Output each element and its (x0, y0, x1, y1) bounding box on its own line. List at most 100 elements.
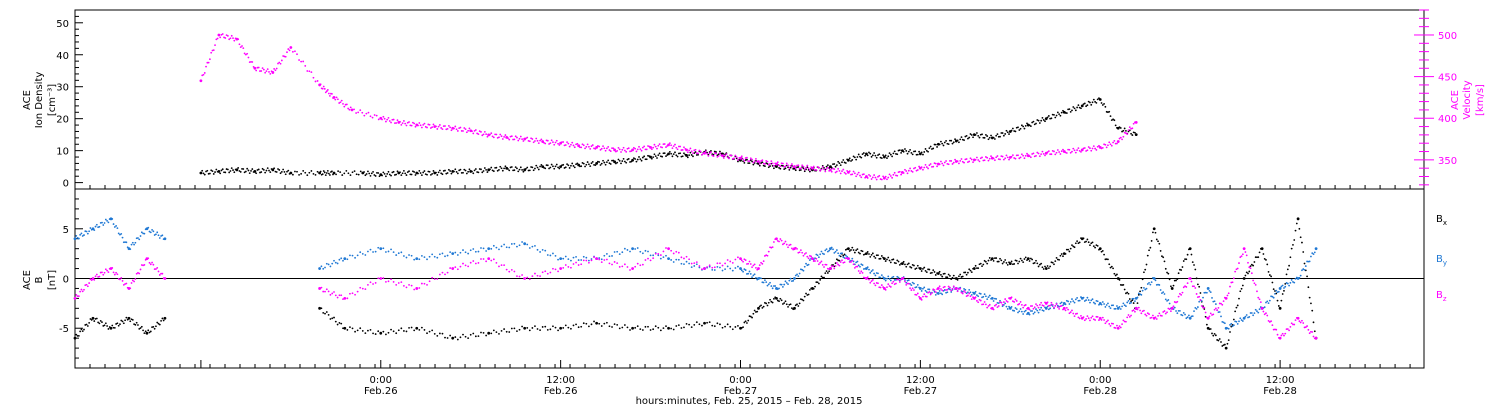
data-point (877, 254, 879, 257)
data-point (904, 279, 906, 281)
data-point (137, 237, 139, 239)
data-point (631, 148, 634, 152)
data-point (1290, 279, 1293, 281)
data-point (1098, 98, 1102, 101)
data-point (866, 276, 869, 279)
data-point (1221, 345, 1224, 347)
data-point (577, 264, 580, 266)
data-point (1306, 325, 1308, 327)
top-right-tick-label: 400 (1438, 114, 1457, 125)
data-point (528, 140, 531, 143)
data-point (904, 168, 906, 171)
data-point (851, 259, 854, 262)
data-point (1295, 222, 1298, 225)
data-point (318, 287, 322, 290)
data-point (838, 254, 841, 257)
data-point (1159, 289, 1162, 291)
data-point (230, 34, 233, 37)
data-point (950, 291, 953, 293)
data-point (382, 115, 385, 118)
data-point (495, 133, 498, 136)
data-point (947, 285, 950, 288)
data-point (438, 332, 441, 335)
data-point (996, 155, 999, 157)
data-point (539, 329, 541, 331)
data-point (441, 332, 444, 335)
data-point (1231, 281, 1234, 284)
data-point (1131, 127, 1134, 130)
data-point (405, 286, 408, 289)
data-point (936, 165, 938, 168)
data-point (347, 172, 350, 175)
data-point (117, 324, 120, 327)
data-point (1090, 242, 1093, 245)
data-point (830, 170, 833, 173)
data-point (346, 258, 349, 261)
data-point (688, 258, 691, 261)
data-point (729, 260, 732, 263)
data-point (987, 159, 990, 162)
data-point (104, 218, 107, 221)
data-point (1134, 300, 1136, 303)
data-point (868, 253, 870, 255)
data-point (740, 259, 743, 262)
data-point (949, 275, 951, 277)
data-point (893, 171, 896, 174)
data-point (156, 231, 159, 234)
data-point (1031, 305, 1034, 307)
data-point (631, 158, 634, 162)
data-point (780, 299, 783, 302)
data-point (1037, 265, 1040, 268)
data-point (873, 255, 876, 258)
data-point (264, 171, 267, 174)
data-point (325, 172, 328, 174)
data-point (1150, 240, 1153, 242)
data-point (440, 127, 443, 129)
data-point (402, 169, 405, 172)
data-point (1313, 251, 1316, 254)
data-point (232, 37, 234, 40)
data-point (215, 168, 218, 171)
data-point (250, 170, 252, 172)
data-point (1172, 305, 1175, 308)
data-point (228, 38, 231, 41)
data-point (986, 298, 989, 301)
data-point (598, 161, 601, 163)
data-point (1058, 151, 1061, 153)
data-point (449, 267, 452, 269)
data-point (724, 154, 726, 157)
data-point (1175, 310, 1177, 312)
data-point (1068, 303, 1071, 305)
data-point (558, 144, 561, 146)
data-point (1096, 300, 1099, 303)
data-point (1130, 300, 1132, 303)
data-point (1144, 313, 1147, 316)
data-point (614, 162, 617, 165)
data-point (279, 62, 282, 65)
data-point (219, 172, 222, 175)
data-point (661, 146, 664, 149)
data-point (1095, 315, 1098, 318)
legend-bz: Bz (1436, 290, 1447, 303)
data-point (621, 160, 624, 162)
data-point (364, 288, 367, 291)
data-point (850, 249, 852, 251)
data-point (910, 289, 913, 291)
data-point (451, 267, 455, 270)
data-point (1298, 320, 1301, 323)
data-point (325, 311, 328, 313)
data-point (1005, 154, 1008, 157)
data-point (385, 175, 387, 178)
data-point (1177, 272, 1180, 275)
data-point (133, 243, 135, 246)
data-point (1069, 151, 1072, 154)
data-point (859, 155, 861, 158)
data-point (923, 266, 926, 269)
data-point (518, 137, 521, 140)
data-point (152, 325, 155, 328)
data-point (546, 164, 549, 167)
data-point (345, 169, 348, 172)
data-point (896, 174, 899, 177)
data-point (997, 260, 1000, 263)
data-point (503, 136, 506, 138)
